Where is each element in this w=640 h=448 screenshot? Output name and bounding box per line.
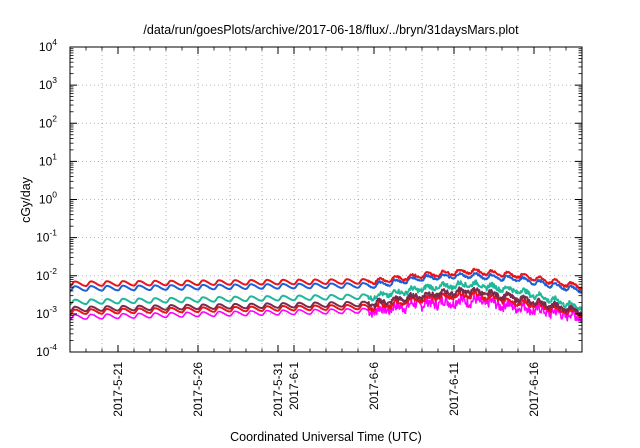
y-tick-exponent: -2 xyxy=(49,266,57,276)
x-tick-label: 2017-5-31 xyxy=(271,362,285,417)
grid xyxy=(70,47,582,352)
y-tick-exponent: 0 xyxy=(52,190,57,200)
chart-title: /data/run/goesPlots/archive/2017-06-18/f… xyxy=(143,23,519,37)
series-line xyxy=(69,272,583,294)
series-line xyxy=(69,267,583,291)
x-tick-label: 2017-5-21 xyxy=(111,362,125,417)
y-tick-label: 10-1 xyxy=(36,228,57,245)
x-tick-label: 2017-6-11 xyxy=(447,362,461,416)
x-tick-label: 2017-6-16 xyxy=(527,362,541,417)
series-lines xyxy=(69,267,583,323)
y-tick-exponent: 3 xyxy=(52,75,57,85)
y-tick-label: 104 xyxy=(39,37,57,54)
y-tick-label: 103 xyxy=(39,75,57,92)
x-axis: 2017-5-21 2017-5-26 2017-5-31 2017-6-1 2017-… xyxy=(69,47,583,417)
y-tick-label: 101 xyxy=(39,151,57,168)
x-tick-label: 2017-6-6 xyxy=(367,362,381,410)
y-tick-label: 100 xyxy=(39,190,57,207)
x-tick-label: 2017-6-1 xyxy=(287,362,301,410)
y-tick-label: 10-2 xyxy=(36,266,57,283)
y-tick-exponent: 4 xyxy=(52,37,57,47)
y-tick-label: 10-3 xyxy=(36,304,57,321)
x-axis-label: Coordinated Universal Time (UTC) xyxy=(230,430,422,444)
y-axis-label: cGy/day xyxy=(19,176,33,223)
x-tick-label: 2017-5-26 xyxy=(191,362,205,417)
y-tick-label: 10-4 xyxy=(36,342,57,359)
series-line xyxy=(69,286,583,317)
y-tick-exponent: -4 xyxy=(49,342,57,352)
y-tick-exponent: 2 xyxy=(52,113,57,123)
y-tick-label: 102 xyxy=(39,113,57,130)
y-tick-exponent: -1 xyxy=(49,228,57,238)
series-line xyxy=(69,279,583,311)
series-line xyxy=(69,293,583,323)
y-tick-exponent: -3 xyxy=(49,304,57,314)
y-tick-exponent: 1 xyxy=(52,151,57,161)
